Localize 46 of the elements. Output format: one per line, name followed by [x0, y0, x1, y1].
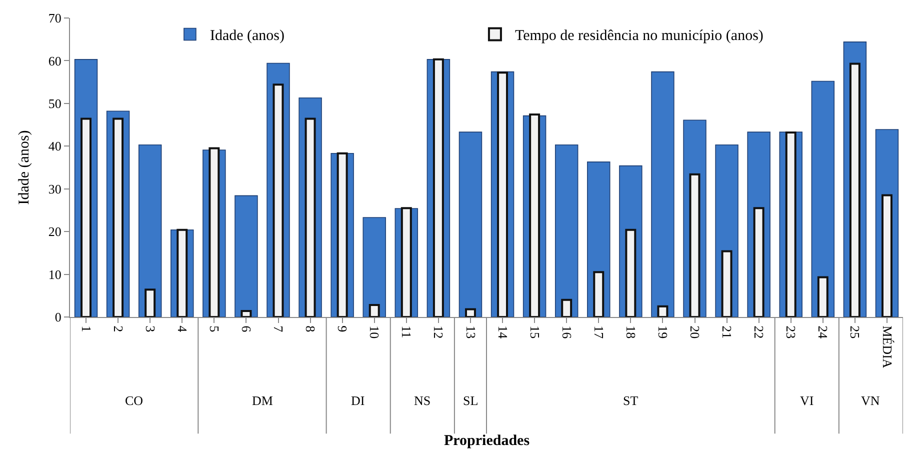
x-tick-label: 9 [335, 326, 350, 332]
x-tick-label: 13 [463, 326, 478, 339]
text: VN [861, 393, 880, 408]
y-axis-title: Idade (anos) [16, 130, 33, 205]
y-tick-label: 30 [48, 181, 62, 196]
x-tick-label: 21 [720, 326, 735, 339]
x-tick-label: 14 [495, 326, 510, 340]
text: CO [125, 393, 144, 408]
x-tick-label: 19 [655, 326, 670, 339]
x-tick-label: 3 [142, 326, 158, 332]
x-tick-label: 7 [271, 326, 286, 333]
x-tick-label: 22 [752, 326, 767, 339]
legend-label: Idade (anos) [210, 28, 285, 44]
x-tick-label: 20 [688, 326, 703, 339]
x-tick-label: 18 [623, 326, 638, 339]
x-axis-title: Propriedades [444, 433, 530, 449]
y-tick-label: 10 [48, 266, 62, 282]
x-tick-label: MÉDIA [880, 326, 895, 369]
y-tick-label: 0 [54, 310, 62, 325]
y-tick-label: 50 [48, 96, 62, 111]
x-tick-label: 17 [591, 326, 606, 340]
x-tick-label: 25 [848, 326, 863, 339]
x-tick-label: 24 [816, 326, 831, 340]
x-tick-label: 15 [527, 326, 542, 339]
x-tick-label: 5 [206, 326, 222, 332]
x-tick-label: 16 [559, 326, 574, 340]
x-tick-label: 23 [784, 326, 799, 339]
x-tick-label: 11 [399, 326, 414, 338]
x-tick-label: 8 [303, 326, 318, 332]
text: DM [252, 393, 274, 408]
x-tick-label: 1 [78, 326, 94, 332]
text: NS [414, 393, 431, 408]
y-tick-label: 40 [48, 138, 62, 154]
y-tick-label: 70 [48, 10, 62, 26]
x-tick-label: 6 [238, 326, 254, 333]
x-tick-label: 4 [174, 326, 190, 333]
text: VI [800, 393, 814, 408]
x-tick-label: 12 [431, 326, 446, 339]
legend-label: Tempo de residência no município (anos) [514, 28, 764, 44]
x-tick-label: 10 [367, 326, 382, 339]
text: DI [351, 393, 365, 408]
y-tick-label: 60 [48, 53, 62, 68]
text: SL [463, 393, 478, 408]
x-tick-label: 2 [110, 326, 126, 332]
y-tick-label: 20 [48, 224, 62, 240]
text: ST [623, 393, 638, 408]
